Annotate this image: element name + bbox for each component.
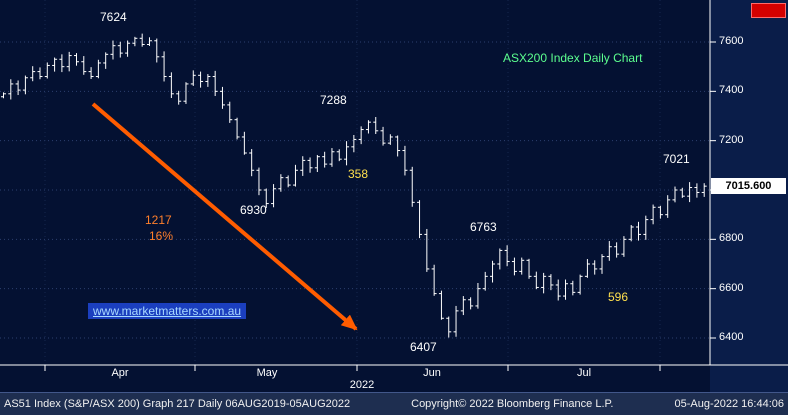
price-axis-panel (710, 0, 788, 392)
chart-descriptor: AS51 Index (S&P/ASX 200) Graph 217 Daily… (4, 398, 351, 410)
annotation-6930: 6930 (240, 203, 267, 217)
annotation-596: 596 (608, 290, 629, 304)
y-axis-label: 6600 (719, 281, 744, 294)
x-axis-year: 2022 (349, 379, 375, 391)
y-axis-label: 7400 (719, 84, 744, 97)
marketmatters-link[interactable]: www.marketmatters.com.au (88, 303, 247, 319)
x-axis-month-jul: Jul (576, 367, 592, 379)
y-axis-label: 6400 (719, 331, 744, 343)
annotation-7288: 7288 (320, 93, 347, 107)
y-axis-label: 6800 (719, 232, 744, 245)
x-axis-month-may: May (256, 367, 278, 379)
x-axis-month-apr: Apr (111, 367, 129, 379)
annotation-358: 358 (348, 167, 369, 181)
annotation-6763: 6763 (470, 220, 497, 234)
x-axis-month-jun: Jun (423, 367, 441, 379)
annotation-7624: 7624 (100, 10, 127, 24)
annotation-7021: 7021 (663, 152, 690, 166)
chart-title: ASX200 Index Daily Chart (503, 51, 643, 65)
copyright-text: Copyright© 2022 Bloomberg Finance L.P. (411, 398, 614, 410)
annotation-16: 16% (149, 229, 174, 243)
y-axis-label: 7200 (719, 133, 744, 146)
y-axis-label: 7600 (719, 35, 744, 47)
annotation-1217: 1217 (145, 213, 172, 227)
annotation-6407: 6407 (410, 340, 437, 354)
timestamp: 05-Aug-2022 16:44:06 (674, 398, 784, 410)
status-bar: AS51 Index (S&P/ASX 200) Graph 217 Daily… (0, 392, 788, 415)
last-price-box: 7015.600 (711, 178, 786, 195)
red-menu-button[interactable] (751, 3, 786, 18)
